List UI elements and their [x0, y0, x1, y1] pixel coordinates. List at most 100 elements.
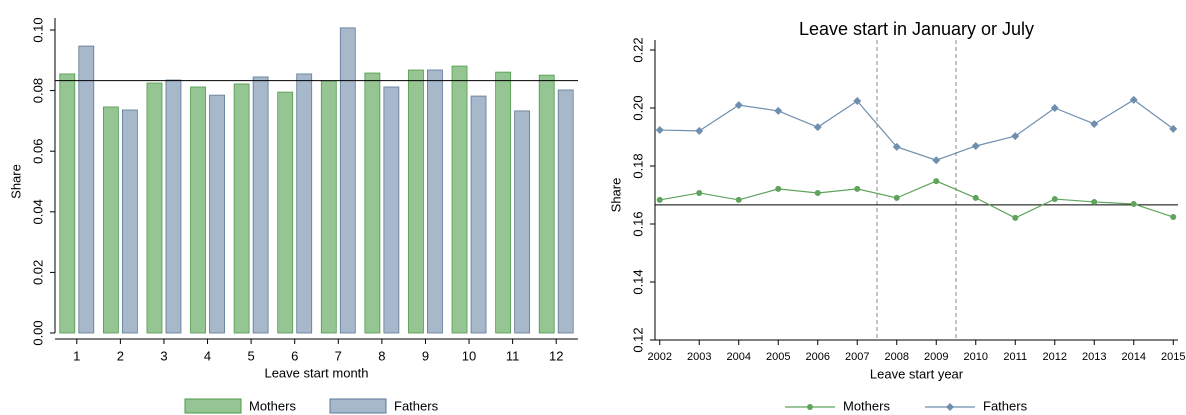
- bar: [538, 74, 555, 334]
- y-axis-title: Share: [608, 178, 623, 213]
- point: [656, 196, 663, 203]
- point: [807, 404, 813, 410]
- x-tick-label: 9: [422, 348, 429, 363]
- point: [813, 123, 822, 132]
- x-tick-label: 2: [117, 348, 124, 363]
- legend-label: Mothers: [249, 398, 296, 413]
- y-tick-label: 0.04: [30, 199, 45, 224]
- y-tick-label: 0.08: [30, 78, 45, 103]
- x-axis-title: Leave start month: [264, 365, 368, 380]
- x-tick-label: 7: [335, 348, 342, 363]
- x-tick-label: 2008: [885, 351, 909, 363]
- point: [1090, 119, 1099, 128]
- x-tick-label: 8: [378, 348, 385, 363]
- point: [946, 403, 954, 411]
- x-tick-label: 1: [73, 348, 80, 363]
- point: [655, 126, 664, 135]
- x-tick-label: 2013: [1082, 351, 1106, 363]
- bar: [320, 80, 337, 334]
- y-tick-label: 0.06: [30, 139, 45, 164]
- bar: [165, 79, 182, 334]
- bar: [296, 73, 313, 334]
- bar: [339, 27, 356, 334]
- y-tick-label: 0.14: [630, 269, 645, 294]
- point: [1170, 214, 1177, 221]
- x-tick-label: 10: [462, 348, 476, 363]
- point: [972, 194, 979, 201]
- point: [893, 194, 900, 201]
- bar: [451, 65, 468, 334]
- point: [932, 156, 941, 165]
- x-tick-label: 2004: [727, 351, 751, 363]
- bar: [233, 83, 250, 334]
- x-tick-label: 2005: [766, 351, 790, 363]
- point: [1130, 200, 1137, 207]
- bar: [121, 109, 138, 334]
- x-tick-label: 3: [160, 348, 167, 363]
- y-tick-label: 0.10: [30, 17, 45, 42]
- x-tick-label: 2009: [924, 351, 948, 363]
- point: [1129, 95, 1138, 104]
- point: [854, 185, 861, 192]
- y-tick-label: 0.20: [630, 95, 645, 120]
- y-tick-label: 0.02: [30, 260, 45, 285]
- point: [1051, 196, 1058, 203]
- bar: [408, 69, 424, 334]
- bar: [383, 86, 400, 334]
- point: [933, 178, 940, 185]
- legend-label: Mothers: [843, 398, 890, 413]
- bar: [514, 110, 531, 334]
- bar: [102, 106, 119, 334]
- legend-label: Fathers: [983, 398, 1028, 413]
- legend-swatch: [184, 398, 242, 414]
- x-tick-label: 2003: [687, 351, 711, 363]
- point: [775, 185, 782, 192]
- bar: [427, 69, 443, 334]
- bar: [209, 94, 225, 334]
- y-tick-label: 0.18: [630, 153, 645, 178]
- x-tick-label: 2012: [1043, 351, 1067, 363]
- x-tick-label: 2007: [845, 351, 869, 363]
- bar: [277, 91, 294, 334]
- y-tick-label: 0.00: [30, 320, 45, 345]
- point: [971, 141, 980, 150]
- x-tick-label: 5: [248, 348, 255, 363]
- legend-swatch: [329, 398, 387, 414]
- point: [695, 126, 704, 135]
- point: [892, 142, 901, 151]
- bar: [190, 86, 206, 334]
- point: [734, 101, 743, 110]
- y-tick-label: 0.22: [630, 37, 645, 62]
- x-tick-label: 4: [204, 348, 211, 363]
- y-tick-label: 0.12: [630, 327, 645, 352]
- point: [1050, 104, 1059, 112]
- legend-label: Fathers: [394, 398, 439, 413]
- bar: [146, 82, 163, 334]
- line: [659, 99, 1174, 161]
- chart-title: Leave start in January or July: [799, 19, 1034, 39]
- x-tick-label: 2002: [647, 351, 671, 363]
- x-tick-label: 2015: [1161, 351, 1185, 363]
- bar: [252, 76, 269, 334]
- bar: [557, 89, 574, 334]
- point: [1091, 198, 1098, 205]
- point: [1011, 132, 1020, 141]
- x-tick-label: 6: [291, 348, 298, 363]
- x-axis-title: Leave start year: [870, 366, 964, 381]
- y-tick-label: 0.16: [630, 211, 645, 236]
- bar: [470, 95, 487, 334]
- line: [659, 180, 1174, 219]
- x-tick-label: 11: [506, 348, 520, 363]
- y-axis-title: Share: [8, 164, 23, 199]
- point: [774, 106, 783, 115]
- point: [853, 97, 862, 106]
- point: [814, 189, 821, 196]
- x-tick-label: 2011: [1003, 351, 1027, 363]
- point: [1012, 214, 1019, 221]
- point: [1169, 124, 1178, 133]
- x-tick-label: 2006: [806, 351, 830, 363]
- point: [735, 196, 742, 203]
- bar: [364, 72, 381, 334]
- x-tick-label: 12: [549, 348, 563, 363]
